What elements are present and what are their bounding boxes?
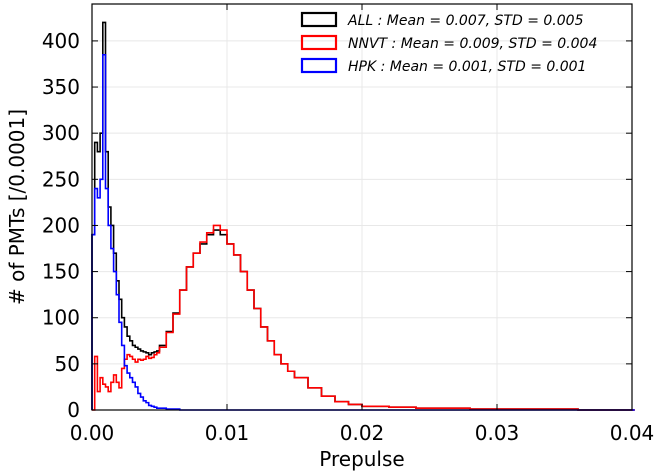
y-tick-label: 100 xyxy=(42,306,80,330)
legend-label: NNVT : Mean = 0.009, STD = 0.004 xyxy=(348,36,597,52)
y-tick-label: 400 xyxy=(42,29,80,53)
y-tick-label: 300 xyxy=(42,121,80,145)
y-tick-label: 350 xyxy=(42,75,80,99)
legend-label: ALL : Mean = 0.007, STD = 0.005 xyxy=(347,13,584,29)
axis-ticks: 0.00 0.01 0.02 0.03 0.04 0 50 100 150 200 250 300 35… xyxy=(42,4,654,445)
x-tick-label: 0.00 xyxy=(70,421,115,445)
series-line-2 xyxy=(91,53,635,411)
legend-swatch xyxy=(300,57,338,74)
legend-label: HPK : Mean = 0.001, STD = 0.001 xyxy=(348,59,586,75)
x-tick-label: 0.04 xyxy=(610,421,655,445)
x-tick-label: 0.02 xyxy=(340,421,385,445)
series-layer xyxy=(91,21,635,411)
legend: ALL : Mean = 0.007, STD = 0.005 NNVT : Me… xyxy=(300,11,597,75)
y-tick-label: 200 xyxy=(42,213,80,237)
y-tick-label: 0 xyxy=(67,398,80,422)
y-tick-label: 50 xyxy=(55,352,80,376)
y-tick-label: 250 xyxy=(42,167,80,191)
x-axis-title: Prepulse xyxy=(319,447,404,471)
legend-swatch xyxy=(300,34,338,51)
legend-swatch xyxy=(300,11,338,28)
x-tick-label: 0.01 xyxy=(205,421,250,445)
series-line-0 xyxy=(91,21,635,411)
x-tick-label: 0.03 xyxy=(475,421,520,445)
y-axis-title: # of PMTs [/0.0001] xyxy=(5,109,29,305)
series-line-1 xyxy=(92,224,635,411)
y-tick-label: 150 xyxy=(42,260,80,284)
